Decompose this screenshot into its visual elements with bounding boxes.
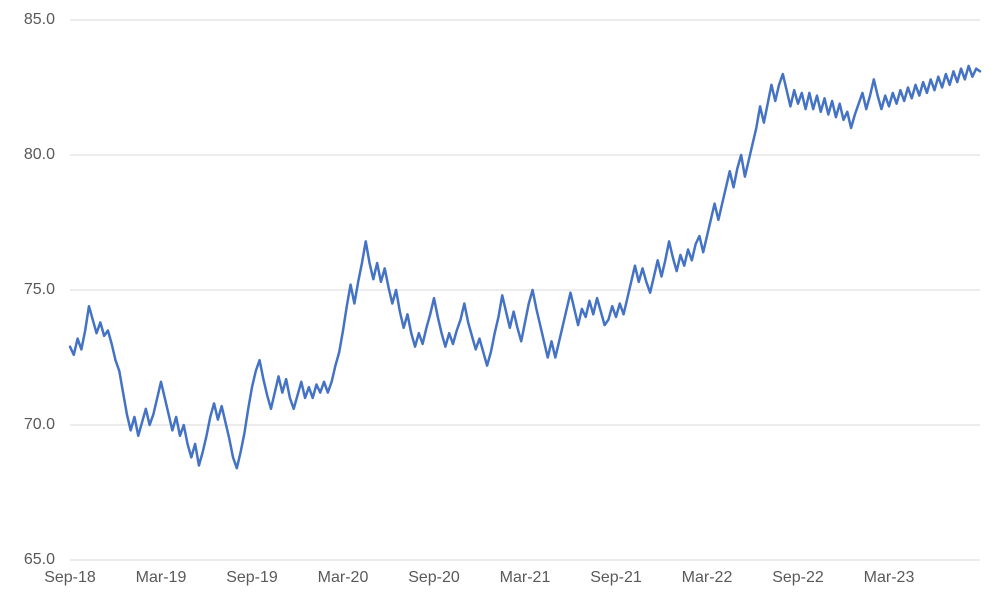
x-tick-label: Mar-21 xyxy=(500,569,551,586)
grid xyxy=(70,20,980,560)
y-tick-label: 65.0 xyxy=(24,551,55,568)
x-tick-label: Mar-23 xyxy=(864,569,915,586)
x-tick-label: Mar-22 xyxy=(682,569,733,586)
y-tick-label: 85.0 xyxy=(24,11,55,28)
x-tick-label: Sep-18 xyxy=(44,569,96,586)
x-tick-label: Sep-19 xyxy=(226,569,278,586)
line-chart: 65.0 70.0 75.0 80.0 85.0 Sep-18 Mar-19 Sep-19 Ma… xyxy=(0,0,1000,600)
y-tick-label: 80.0 xyxy=(24,146,55,163)
x-axis: Sep-18 Mar-19 Sep-19 Mar-20 Sep-20 Mar-21 Sep-… xyxy=(44,569,914,586)
x-tick-label: Sep-20 xyxy=(408,569,460,586)
x-tick-label: Sep-22 xyxy=(772,569,824,586)
y-axis: 65.0 70.0 75.0 80.0 85.0 xyxy=(24,11,55,568)
y-tick-label: 70.0 xyxy=(24,416,55,433)
series-value xyxy=(70,66,980,468)
x-tick-label: Mar-20 xyxy=(318,569,369,586)
y-tick-label: 75.0 xyxy=(24,281,55,298)
x-tick-label: Sep-21 xyxy=(590,569,642,586)
x-tick-label: Mar-19 xyxy=(136,569,187,586)
chart-container: 65.0 70.0 75.0 80.0 85.0 Sep-18 Mar-19 Sep-19 Ma… xyxy=(0,0,1000,600)
